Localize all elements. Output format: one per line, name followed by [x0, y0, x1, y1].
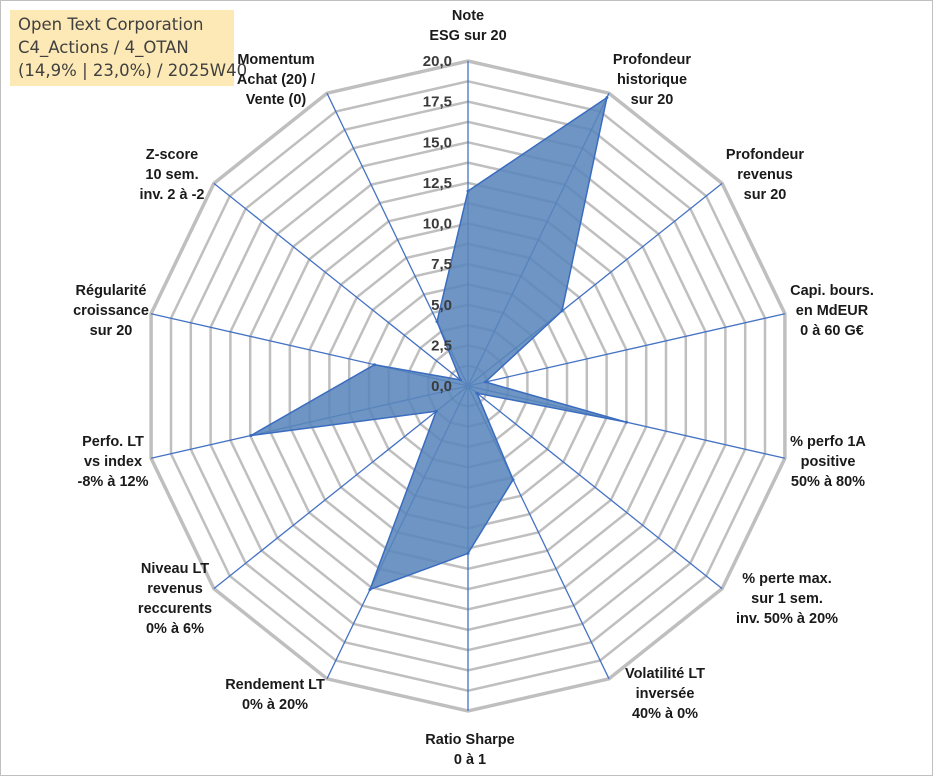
- axis-label-line: sur 20: [744, 187, 787, 203]
- axis-label: Capi. bours. en MdEUR 0 à 60 G€: [790, 283, 874, 339]
- axis-label-line: Achat (20) /: [237, 72, 315, 88]
- axis-label-line: Momentum: [237, 52, 314, 68]
- axis-label-line: sur 20: [90, 323, 133, 339]
- data-point: [605, 96, 609, 100]
- axis-label-line: inversée: [636, 686, 695, 702]
- axis-label-line: reccurents: [138, 601, 212, 617]
- axis-label: Note ESG sur 20: [429, 8, 506, 44]
- axis-label-line: % perte max.: [742, 571, 831, 587]
- data-point: [560, 309, 564, 313]
- chart-title-box: Open Text Corporation C4_Actions / 4_OTA…: [10, 10, 248, 86]
- data-point: [373, 363, 376, 367]
- axis-label-line: 0% à 6%: [146, 621, 204, 637]
- tick-label: 10,0: [423, 216, 452, 233]
- tick-label: 15,0: [423, 134, 452, 151]
- axis-spoke: [213, 385, 469, 590]
- axis-label: Niveau LT revenus reccurents 0% à 6%: [138, 561, 212, 637]
- axis-label: Momentum Achat (20) / Vente (0): [237, 52, 315, 108]
- axis-label-line: Régularité: [76, 283, 147, 299]
- axis-label-line: Ratio Sharpe: [425, 732, 514, 748]
- axis-label: Z-score 10 sem. inv. 2 à -2: [139, 147, 204, 203]
- axis-label-line: 0 à 60 G€: [800, 323, 864, 339]
- data-point: [368, 588, 372, 591]
- axis-label: Perfo. LT vs index -8% à 12%: [78, 434, 149, 490]
- axis-label: Régularité croissance sur 20: [73, 283, 149, 339]
- axis-label: % perte max. sur 1 sem. inv. 50% à 20%: [736, 571, 838, 627]
- portfolio-ticker: C4_Actions / 4_OTAN: [18, 38, 189, 57]
- data-point: [458, 378, 462, 382]
- axis-label-line: inv. 2 à -2: [139, 187, 204, 203]
- data-point: [435, 320, 439, 324]
- axis-spoke: [467, 385, 723, 590]
- axis-label-line: inv. 50% à 20%: [736, 611, 838, 627]
- axis-label-line: Vente (0): [246, 92, 307, 108]
- axis-label: Profondeur revenus sur 20: [726, 147, 804, 203]
- radar-axis-labels: Note ESG sur 20 Profondeur historique sur 20…: [73, 8, 874, 768]
- tick-label: 20,0: [423, 53, 452, 70]
- axis-label-line: ESG sur 20: [429, 28, 506, 44]
- axis-label-line: Perfo. LT: [82, 434, 144, 450]
- tick-label: 5,0: [431, 297, 452, 314]
- axis-label-line: 0% à 20%: [242, 697, 308, 713]
- tick-label: 7,5: [431, 256, 452, 273]
- axis-label-line: 50% à 80%: [791, 474, 865, 490]
- data-point: [249, 434, 253, 437]
- axis-spoke: [467, 313, 786, 387]
- axis-label-line: 0 à 1: [454, 752, 486, 768]
- radar-tick-labels: 0,0 2,5 5,0 7,5 10,0 12,5 15,0 17,5 20,0: [423, 53, 452, 395]
- tick-label: 0,0: [431, 378, 452, 395]
- axis-label-line: vs index: [84, 454, 142, 470]
- axis-label-line: % perfo 1A: [790, 434, 866, 450]
- axis-label-line: historique: [617, 72, 687, 88]
- axis-label-line: sur 1 sem.: [751, 591, 823, 607]
- axis-label-line: Z-score: [146, 147, 198, 163]
- axis-label-line: Niveau LT: [141, 561, 209, 577]
- data-point: [466, 189, 470, 193]
- tick-label: 2,5: [431, 337, 452, 354]
- axis-label-line: en MdEUR: [796, 303, 869, 319]
- axis-label-line: positive: [801, 454, 856, 470]
- axis-label: % perfo 1A positive 50% à 80%: [790, 434, 866, 490]
- data-point: [624, 420, 628, 424]
- axis-label-line: Profondeur: [726, 147, 804, 163]
- axis-label-line: Capi. bours.: [790, 283, 874, 299]
- axis-label-line: Volatilité LT: [625, 666, 705, 682]
- axis-label-line: croissance: [73, 303, 149, 319]
- axis-label-line: -8% à 12%: [78, 474, 149, 490]
- axis-label-line: sur 20: [631, 92, 674, 108]
- data-point: [466, 551, 470, 555]
- axis-label-line: Profondeur: [613, 52, 691, 68]
- tick-label: 12,5: [423, 175, 452, 192]
- axis-label-line: revenus: [147, 581, 203, 597]
- axis-label-line: 40% à 0%: [632, 706, 698, 722]
- axis-label-line: revenus: [737, 167, 793, 183]
- data-point: [434, 409, 438, 413]
- radar-series: [249, 95, 628, 591]
- axis-label: Profondeur historique sur 20: [613, 52, 691, 108]
- data-point: [483, 380, 487, 384]
- axis-spoke: [213, 182, 469, 387]
- tick-label: 17,5: [423, 94, 452, 111]
- data-point: [511, 478, 515, 482]
- company-name: Open Text Corporation: [18, 15, 204, 34]
- axis-label-line: Rendement LT: [225, 677, 325, 693]
- axis-label: Ratio Sharpe 0 à 1: [425, 732, 514, 768]
- axis-label: Rendement LT 0% à 20%: [225, 677, 325, 713]
- data-point: [475, 391, 479, 395]
- axis-label-line: 10 sem.: [145, 167, 198, 183]
- axis-label-line: Note: [452, 8, 484, 24]
- performance-week: (14,9% | 23,0%) / 2025W40: [18, 61, 248, 80]
- axis-label: Volatilité LT inversée 40% à 0%: [625, 666, 705, 722]
